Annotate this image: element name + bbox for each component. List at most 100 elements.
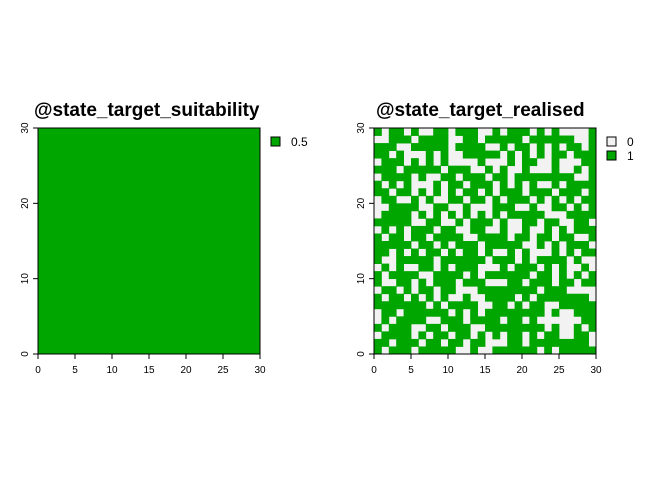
raster-cell — [551, 248, 560, 257]
raster-cell — [411, 271, 419, 280]
raster-cell — [492, 331, 501, 340]
raster-cell — [536, 308, 545, 317]
raster-cell — [522, 271, 530, 280]
raster-cell — [544, 271, 552, 280]
raster-cell — [514, 316, 523, 325]
raster-cell — [588, 225, 597, 234]
raster-cell — [529, 135, 538, 144]
suitability-y-axis: 0 10 20 30 — [20, 122, 38, 357]
raster-cell — [470, 316, 478, 325]
raster-cell — [470, 256, 478, 264]
x-tick-label: 15 — [479, 365, 491, 376]
raster-cell — [440, 263, 449, 272]
raster-cell — [492, 195, 501, 204]
raster-cell — [551, 158, 560, 167]
raster-cell — [403, 203, 412, 212]
raster-cell — [470, 128, 478, 136]
raster-cell — [551, 165, 560, 174]
raster-cell — [440, 293, 449, 302]
raster-cell — [573, 346, 582, 355]
raster-cell — [485, 271, 493, 280]
raster-cell — [522, 225, 530, 234]
realised-raster — [374, 128, 597, 355]
raster-cell — [418, 225, 427, 234]
raster-cell — [514, 323, 523, 332]
raster-cell — [388, 241, 397, 249]
raster-cell — [588, 308, 597, 317]
raster-cell — [507, 203, 515, 212]
raster-cell — [529, 173, 538, 182]
raster-cell — [581, 331, 589, 340]
raster-cell — [507, 256, 515, 264]
raster-cell — [499, 263, 508, 272]
raster-cell — [425, 135, 434, 144]
raster-cell — [462, 323, 471, 332]
raster-cell — [433, 301, 441, 310]
raster-cell — [492, 150, 501, 159]
raster-cell — [381, 331, 390, 340]
raster-cell — [514, 331, 523, 340]
raster-cell — [411, 143, 419, 151]
raster-cell — [485, 248, 493, 257]
raster-cell — [522, 323, 530, 332]
raster-cell — [396, 150, 404, 159]
raster-cell — [470, 188, 478, 197]
raster-cell — [462, 241, 471, 249]
raster-cell — [507, 323, 515, 332]
raster-cell — [440, 308, 449, 317]
raster-cell — [492, 210, 501, 219]
raster-cell — [403, 218, 412, 227]
raster-cell — [396, 203, 404, 212]
raster-cell — [536, 188, 545, 197]
raster-cell — [381, 218, 390, 227]
raster-cell — [403, 346, 412, 355]
raster-cell — [559, 188, 567, 197]
raster-cell — [411, 338, 419, 347]
raster-cell — [507, 158, 515, 167]
raster-cell — [418, 301, 427, 310]
raster-cell — [418, 331, 427, 340]
raster-cell — [588, 188, 597, 197]
raster-cell — [403, 316, 412, 325]
raster-cell — [433, 180, 441, 189]
raster-cell — [507, 210, 515, 219]
raster-cell — [492, 323, 501, 332]
raster-cell — [507, 128, 515, 136]
raster-cell — [499, 180, 508, 189]
raster-cell — [499, 346, 508, 355]
raster-cell — [581, 301, 589, 310]
raster-cell — [581, 241, 589, 249]
raster-cell — [418, 316, 427, 325]
raster-cell — [529, 338, 538, 347]
raster-cell — [381, 338, 390, 347]
raster-cell — [411, 248, 419, 257]
raster-cell — [536, 173, 545, 182]
raster-cell — [514, 233, 523, 242]
raster-cell — [403, 278, 412, 287]
raster-cell — [388, 143, 397, 151]
raster-cell — [566, 248, 575, 257]
raster-cell — [588, 210, 597, 219]
raster-cell — [492, 128, 501, 136]
raster-cell — [448, 233, 456, 242]
x-tick-label: 25 — [553, 365, 565, 376]
raster-cell — [477, 286, 486, 295]
raster-cell — [529, 331, 538, 340]
raster-cell — [551, 286, 560, 295]
raster-cell — [492, 203, 501, 212]
raster-cell — [455, 233, 464, 242]
raster-cell — [462, 331, 471, 340]
raster-cell — [573, 271, 582, 280]
raster-cell — [514, 241, 523, 249]
raster-cell — [396, 331, 404, 340]
raster-cell — [396, 210, 404, 219]
raster-cell — [396, 225, 404, 234]
raster-cell — [440, 158, 449, 167]
raster-cell — [418, 210, 427, 219]
raster-cell — [559, 233, 567, 242]
raster-cell — [544, 233, 552, 242]
raster-cell — [485, 323, 493, 332]
raster-cell — [573, 218, 582, 227]
raster-cell — [507, 188, 515, 197]
raster-cell — [477, 233, 486, 242]
